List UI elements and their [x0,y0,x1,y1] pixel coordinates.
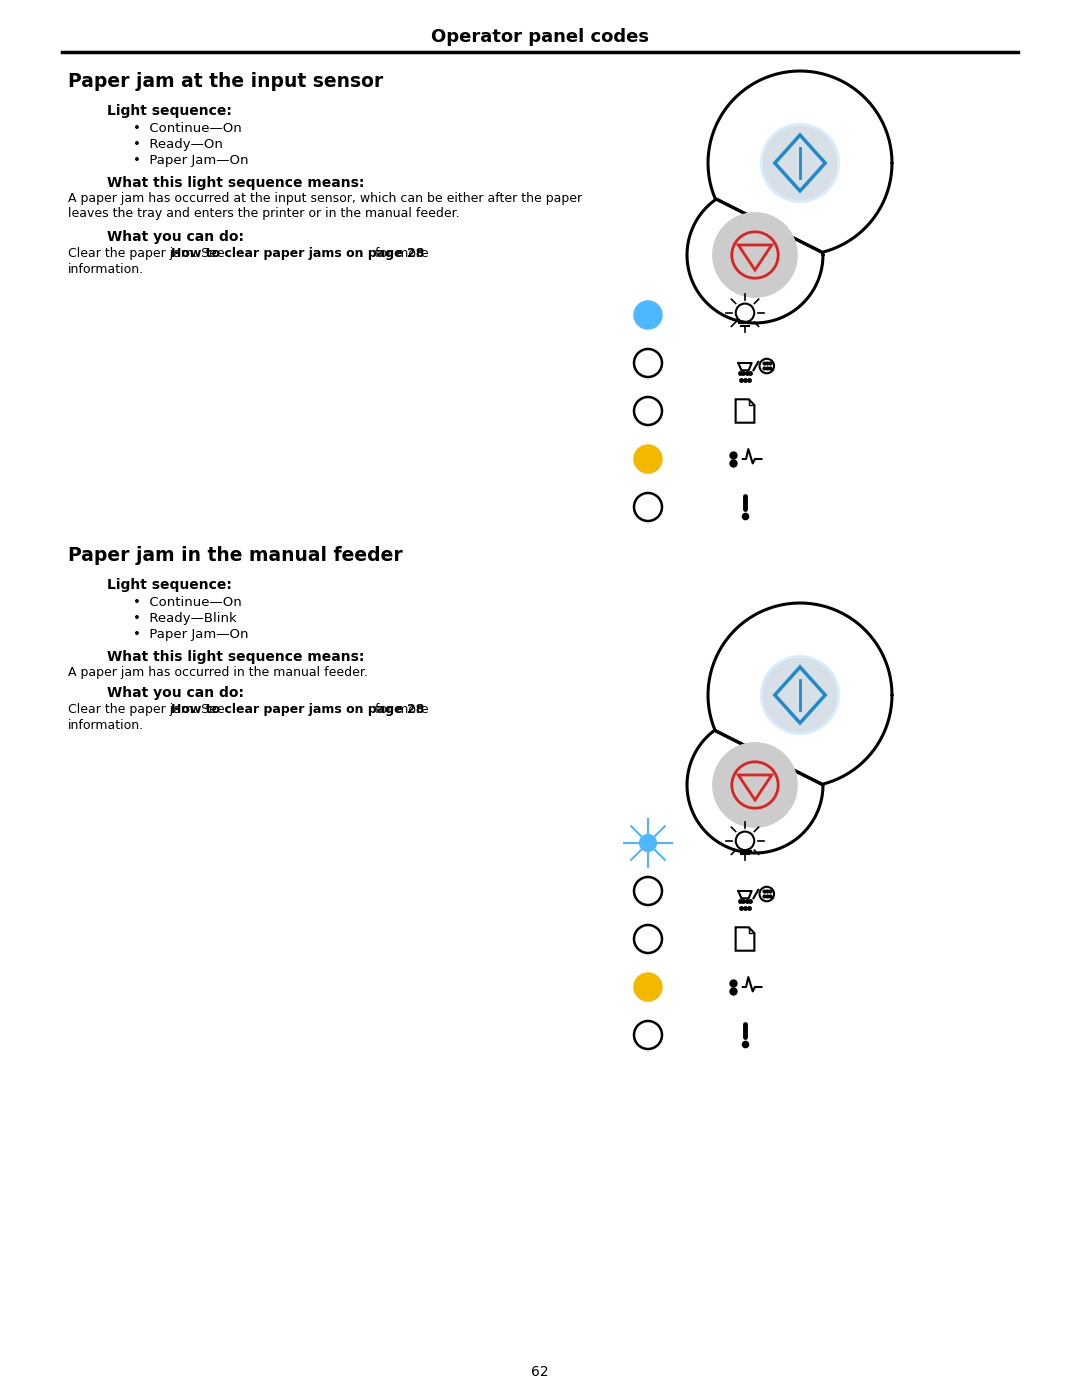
Text: A paper jam has occurred in the manual feeder.: A paper jam has occurred in the manual f… [68,666,368,679]
Circle shape [764,658,836,732]
Circle shape [634,300,662,330]
Text: Light sequence:: Light sequence: [107,103,232,117]
Circle shape [713,212,797,298]
Circle shape [639,834,657,851]
Text: How to clear paper jams on page 28: How to clear paper jams on page 28 [171,247,424,260]
Text: •  Ready—Blink: • Ready—Blink [133,612,237,624]
Circle shape [708,71,892,256]
Text: Light sequence:: Light sequence: [107,578,232,592]
Text: for more: for more [372,247,429,260]
Text: What you can do:: What you can do: [107,686,244,700]
Text: •  Continue—On: • Continue—On [133,597,242,609]
Text: Operator panel codes: Operator panel codes [431,28,649,46]
Circle shape [634,446,662,474]
Text: for more: for more [372,703,429,717]
Text: What this light sequence means:: What this light sequence means: [107,176,364,190]
Text: What you can do:: What you can do: [107,231,244,244]
Text: •  Paper Jam—On: • Paper Jam—On [133,154,248,168]
Text: What this light sequence means:: What this light sequence means: [107,650,364,664]
Circle shape [708,604,892,787]
Text: leaves the tray and enters the printer or in the manual feeder.: leaves the tray and enters the printer o… [68,207,460,219]
Text: 62: 62 [531,1365,549,1379]
Text: Clear the paper jam. See: Clear the paper jam. See [68,703,229,717]
Text: •  Continue—On: • Continue—On [133,122,242,136]
Circle shape [764,127,836,200]
Text: Paper jam in the manual feeder: Paper jam in the manual feeder [68,546,403,564]
Text: How to clear paper jams on page 28: How to clear paper jams on page 28 [171,703,424,717]
Circle shape [634,972,662,1002]
Polygon shape [735,928,754,951]
Circle shape [760,124,839,203]
Circle shape [687,717,823,854]
Polygon shape [735,400,754,423]
Text: A paper jam has occurred at the input sensor, which can be either after the pape: A paper jam has occurred at the input se… [68,191,582,205]
Circle shape [713,743,797,827]
Text: information.: information. [68,719,144,732]
Text: Paper jam at the input sensor: Paper jam at the input sensor [68,73,383,91]
Text: •  Ready—On: • Ready—On [133,138,222,151]
Text: information.: information. [68,263,144,277]
Text: Clear the paper jam. See: Clear the paper jam. See [68,247,229,260]
Circle shape [687,187,823,323]
Circle shape [760,655,839,735]
Text: •  Paper Jam—On: • Paper Jam—On [133,629,248,641]
